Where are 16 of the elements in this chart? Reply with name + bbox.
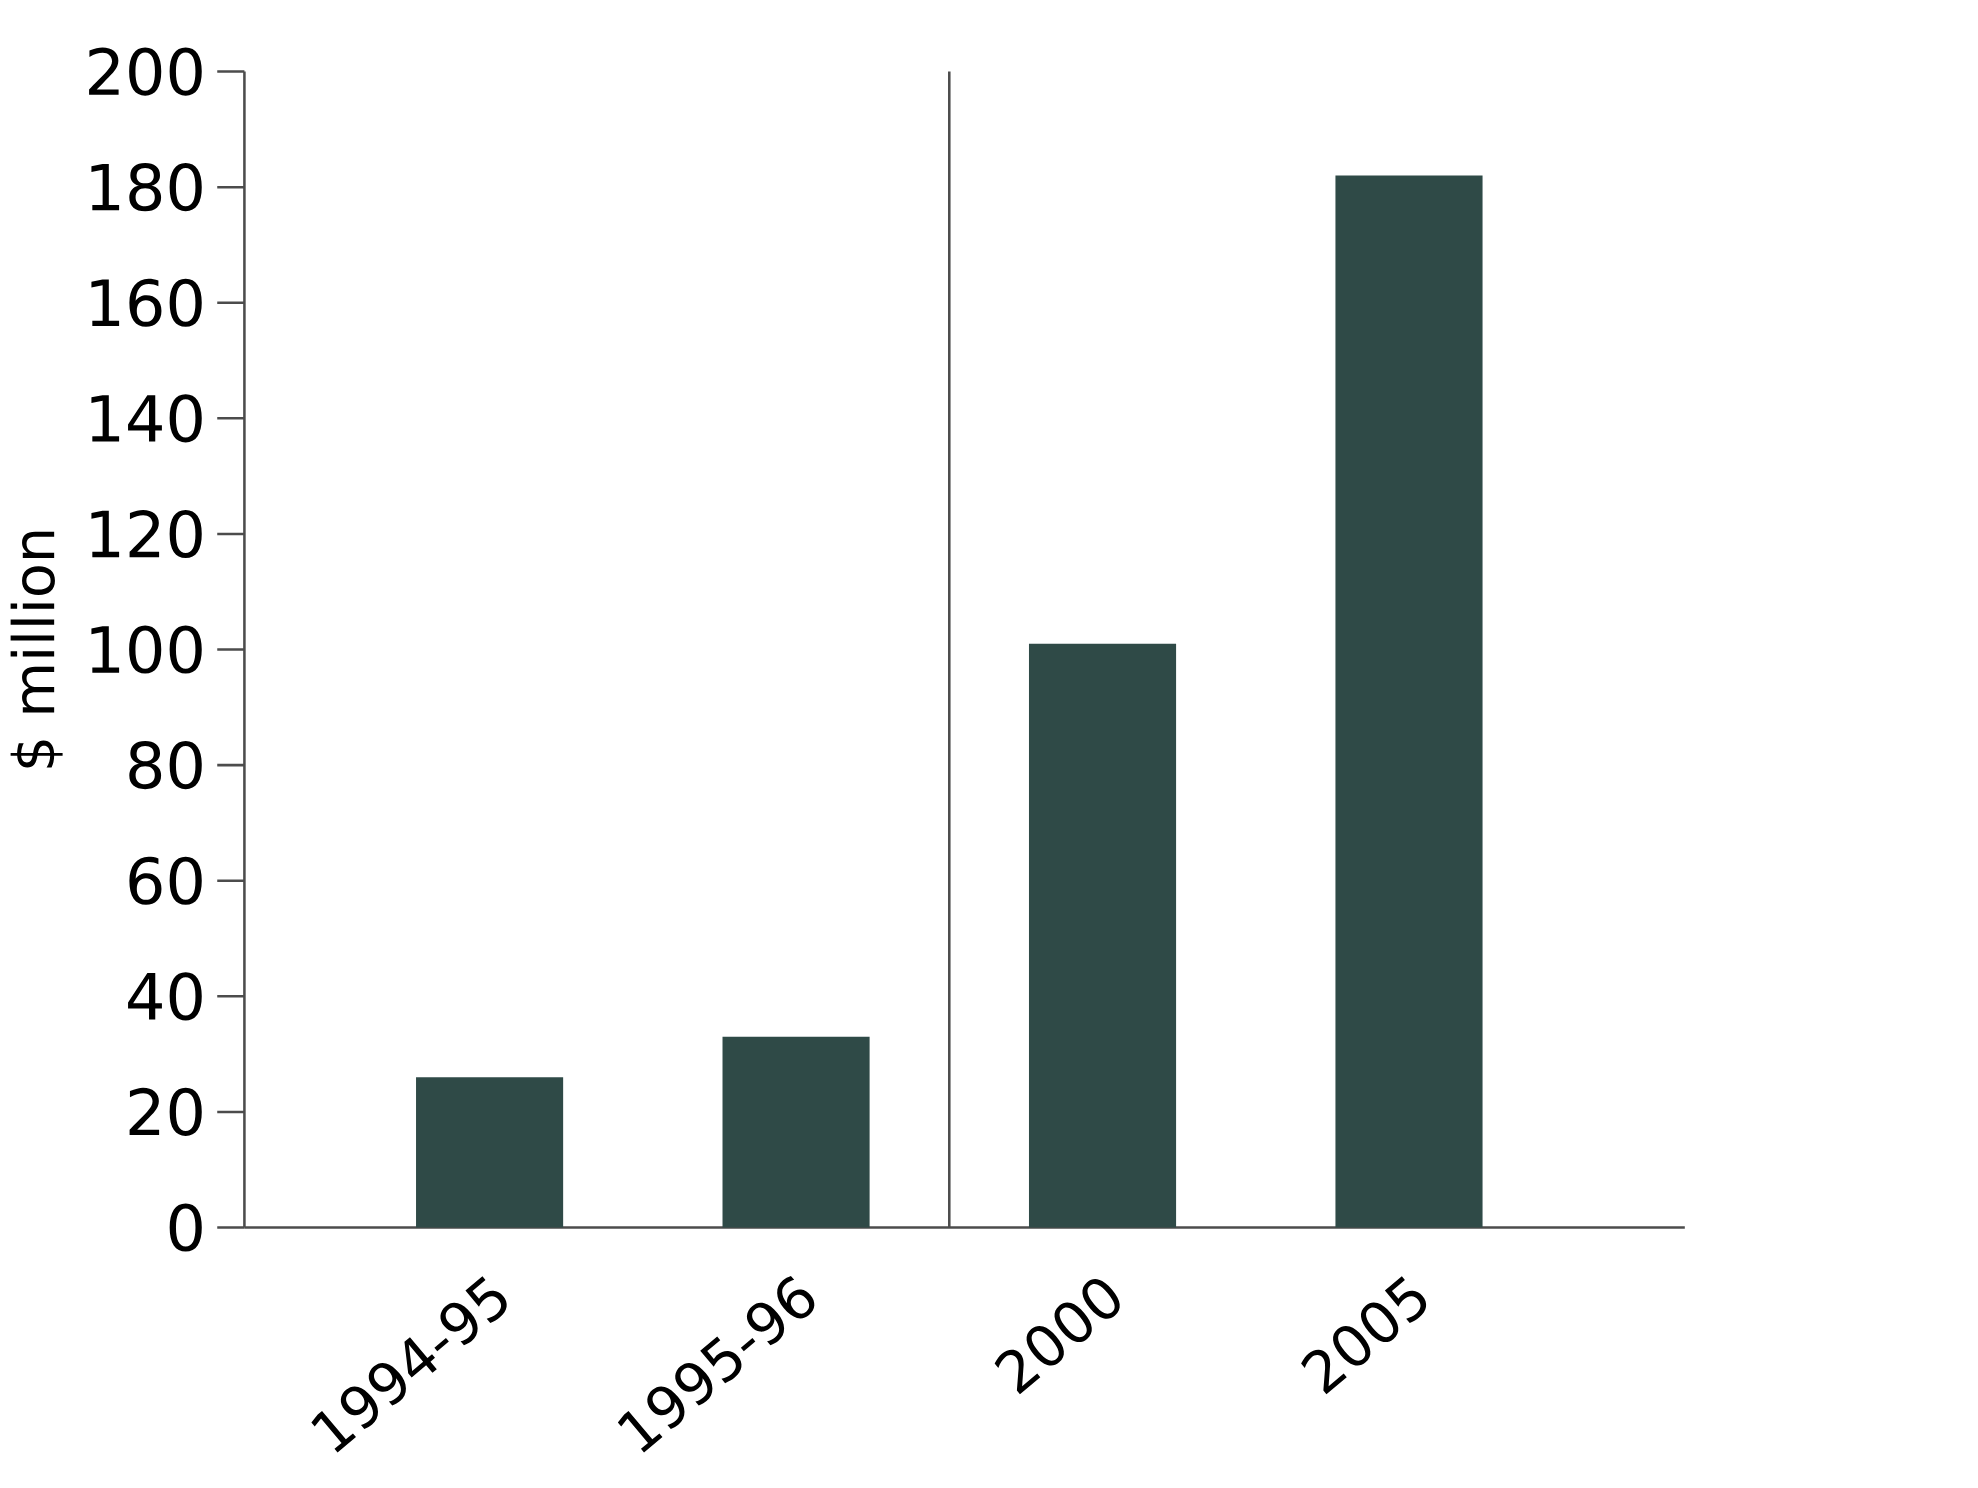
y-tick-label: 40 <box>128 972 202 1021</box>
y-tick-label: 160 <box>91 278 202 328</box>
y-tick-label: 100 <box>91 625 202 674</box>
bar <box>416 1077 564 1228</box>
y-tick-label: 20 <box>129 1088 202 1137</box>
y-axis-title: $ million <box>10 531 63 768</box>
y-tick-label: 180 <box>91 163 202 212</box>
bar <box>1028 644 1177 1228</box>
bar <box>722 1037 870 1228</box>
bar <box>1335 175 1483 1228</box>
y-tick-label: 0 <box>169 1203 202 1252</box>
y-tick-label: 80 <box>129 741 202 790</box>
y-tick-label: 120 <box>91 510 202 559</box>
y-tick-label: 60 <box>129 856 202 906</box>
y-tick-label: 200 <box>89 47 202 96</box>
y-tick-label: 140 <box>91 394 202 443</box>
